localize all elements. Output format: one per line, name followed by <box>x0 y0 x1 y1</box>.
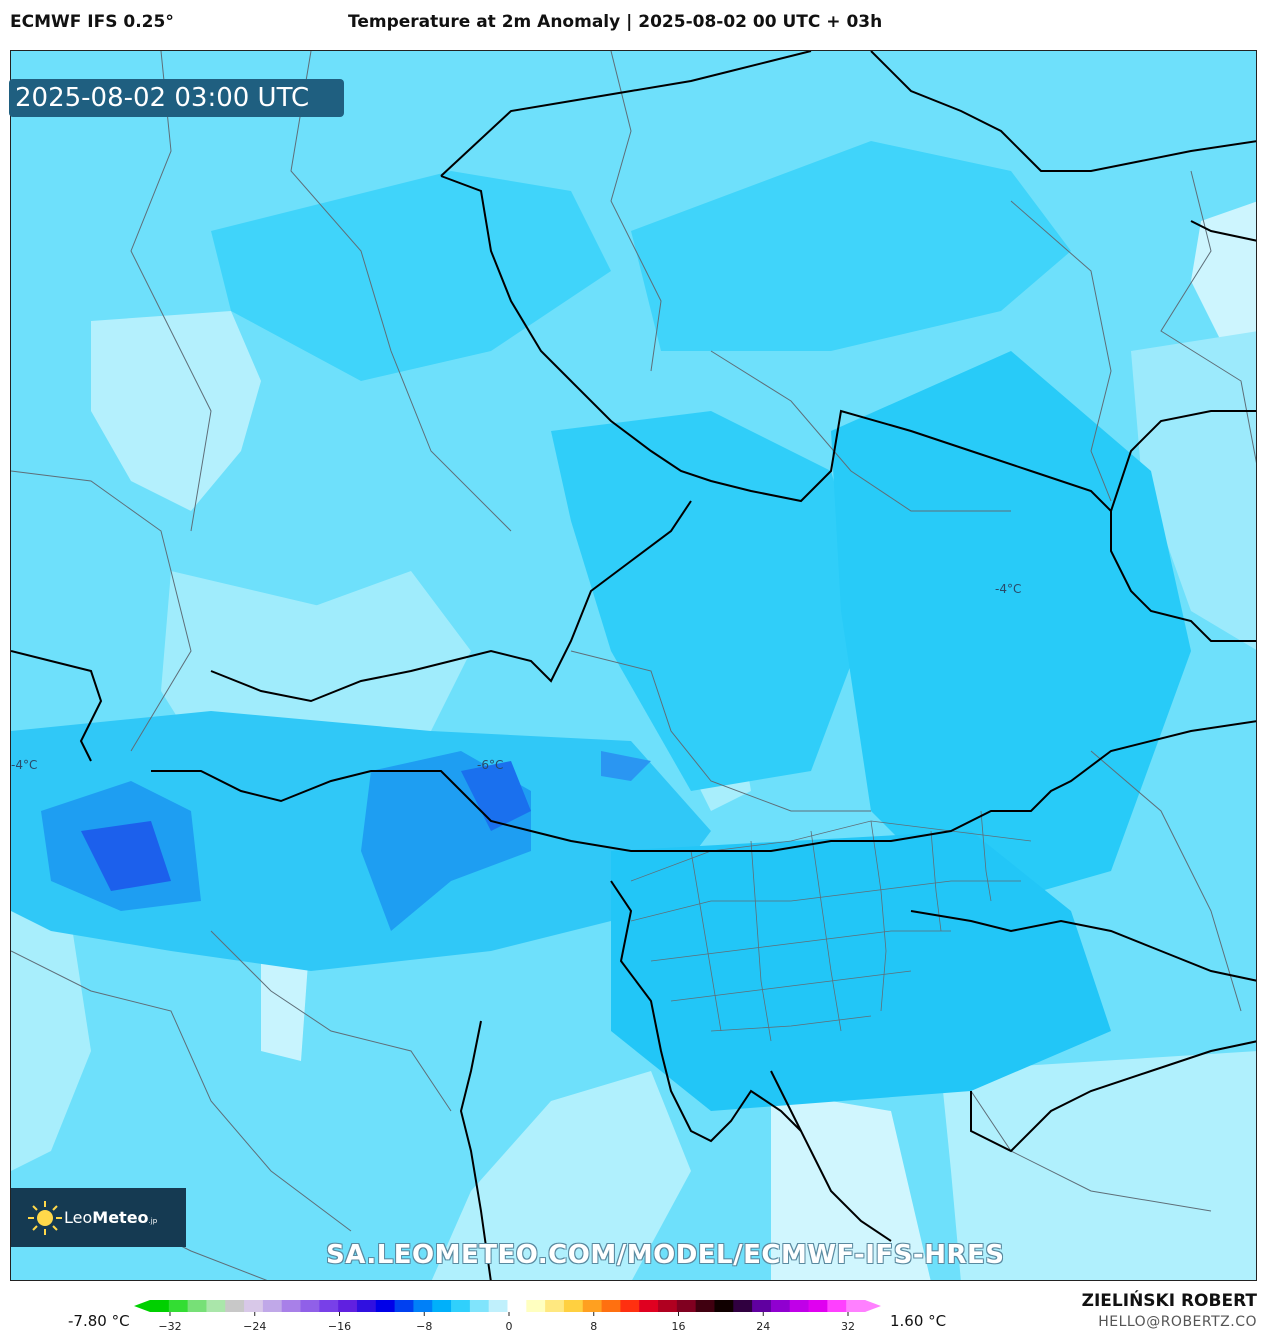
municipal-borders <box>630 810 1032 1042</box>
contour-label: -4°C <box>11 758 37 772</box>
colorbar-swatch <box>225 1300 245 1312</box>
colorbar-swatch <box>206 1300 226 1312</box>
colorbar-swatch <box>150 1300 170 1312</box>
colorbar-tick-label: 8 <box>590 1320 597 1333</box>
colorbar-swatch <box>375 1300 396 1312</box>
colorbar-tick-label: −24 <box>243 1320 266 1333</box>
field-cool-zone <box>631 141 1071 351</box>
contour-label: -4°C <box>995 582 1021 596</box>
colorbar-swatch <box>319 1300 339 1312</box>
field-cool-zone <box>831 351 1191 911</box>
field-cold-core <box>601 751 651 781</box>
field-cool-zone <box>551 411 871 791</box>
author-email: HELLO@ROBERTZ.CO <box>1098 1314 1257 1330</box>
anomaly-map: -4°C -6°C -4°C <box>10 50 1257 1281</box>
colorbar-swatch <box>187 1300 207 1312</box>
colorbar-swatch <box>507 1300 527 1312</box>
model-name: ECMWF IFS 0.25° <box>10 12 174 32</box>
colorbar-swatch <box>488 1300 508 1312</box>
colorbar-swatch <box>281 1300 302 1312</box>
colorbar-max-arrow <box>865 1300 881 1312</box>
colorbar-swatch <box>432 1300 452 1312</box>
author-name: ZIELIŃSKI ROBERT <box>1081 1291 1257 1311</box>
colorbar-swatch <box>620 1300 640 1312</box>
field-light-zone <box>431 1071 691 1280</box>
colorbar-tick-label: −8 <box>416 1320 432 1333</box>
colorbar-tick-label: −32 <box>158 1320 181 1333</box>
colorbar-max-label: 1.60 °C <box>890 1312 947 1330</box>
field-light-zone <box>1191 201 1256 351</box>
colorbar-swatch <box>846 1300 866 1312</box>
colorbar-swatch <box>695 1300 715 1312</box>
colorbar-swatch <box>658 1300 678 1312</box>
colorbar-swatch <box>545 1300 565 1312</box>
colorbar-swatch <box>789 1300 810 1312</box>
colorbar-swatch <box>733 1300 753 1312</box>
colorbar-swatch <box>752 1300 772 1312</box>
field-cool-zone <box>11 711 711 971</box>
watermark-url: SA.LEOMETEO.COM/MODEL/ECMWF-IFS-HRES <box>326 1240 1005 1270</box>
chart-title: Temperature at 2m Anomaly | 2025-08-02 0… <box>348 12 883 32</box>
field-light-zone <box>11 911 91 1171</box>
colorbar-swatch <box>563 1300 584 1312</box>
colorbar-swatch <box>469 1300 490 1312</box>
leometeo-logo: LeoMeteo.jp <box>11 1188 186 1247</box>
colorbar-swatch <box>451 1300 471 1312</box>
colorbar: −32 −24 −16 −8 0 8 16 24 32 <box>134 1300 881 1333</box>
colorbar-min-label: -7.80 °C <box>68 1312 130 1330</box>
country-borders <box>11 51 1256 1280</box>
colorbar-tick-label: 32 <box>841 1320 855 1333</box>
logo-text: LeoMeteo.jp <box>64 1208 158 1227</box>
sun-icon <box>28 1201 62 1235</box>
region-borders <box>11 51 1256 1280</box>
colorbar-swatch <box>262 1300 283 1312</box>
colorbar-swatch <box>300 1300 320 1312</box>
colorbar-swatch <box>770 1300 791 1312</box>
colorbar-swatch <box>168 1300 189 1312</box>
colorbar-swatch <box>394 1300 414 1312</box>
field-cold-core <box>461 761 531 831</box>
colorbar-swatch <box>338 1300 358 1312</box>
colorbar-swatch <box>827 1300 847 1312</box>
colorbar-swatch <box>639 1300 659 1312</box>
field-light-zone <box>941 1051 1256 1280</box>
colorbar-swatch <box>244 1300 264 1312</box>
field-light-zone <box>91 311 261 511</box>
contour-label: -6°C <box>477 758 503 772</box>
colorbar-swatch <box>526 1300 546 1312</box>
colorbar-swatch <box>601 1300 621 1312</box>
map-canvas: -4°C -6°C -4°C <box>11 51 1256 1280</box>
colorbar-swatch <box>676 1300 697 1312</box>
colorbar-min-arrow <box>134 1300 150 1312</box>
field-light-zone <box>301 571 471 731</box>
colorbar-swatch <box>714 1300 734 1312</box>
colorbar-tick-label: 0 <box>506 1320 513 1333</box>
colorbar-tick-label: 24 <box>756 1320 770 1333</box>
colorbar-swatch <box>582 1300 603 1312</box>
colorbar-swatch <box>808 1300 828 1312</box>
valid-time-badge: 2025-08-02 03:00 UTC <box>9 79 344 117</box>
field-light-zone <box>771 1091 931 1280</box>
colorbar-tick-label: −16 <box>328 1320 351 1333</box>
field-cool-zone <box>211 171 611 381</box>
colorbar-swatch <box>356 1300 377 1312</box>
field-cold-core <box>81 821 171 891</box>
colorbar-tick-label: 16 <box>672 1320 686 1333</box>
colorbar-swatch <box>413 1300 433 1312</box>
